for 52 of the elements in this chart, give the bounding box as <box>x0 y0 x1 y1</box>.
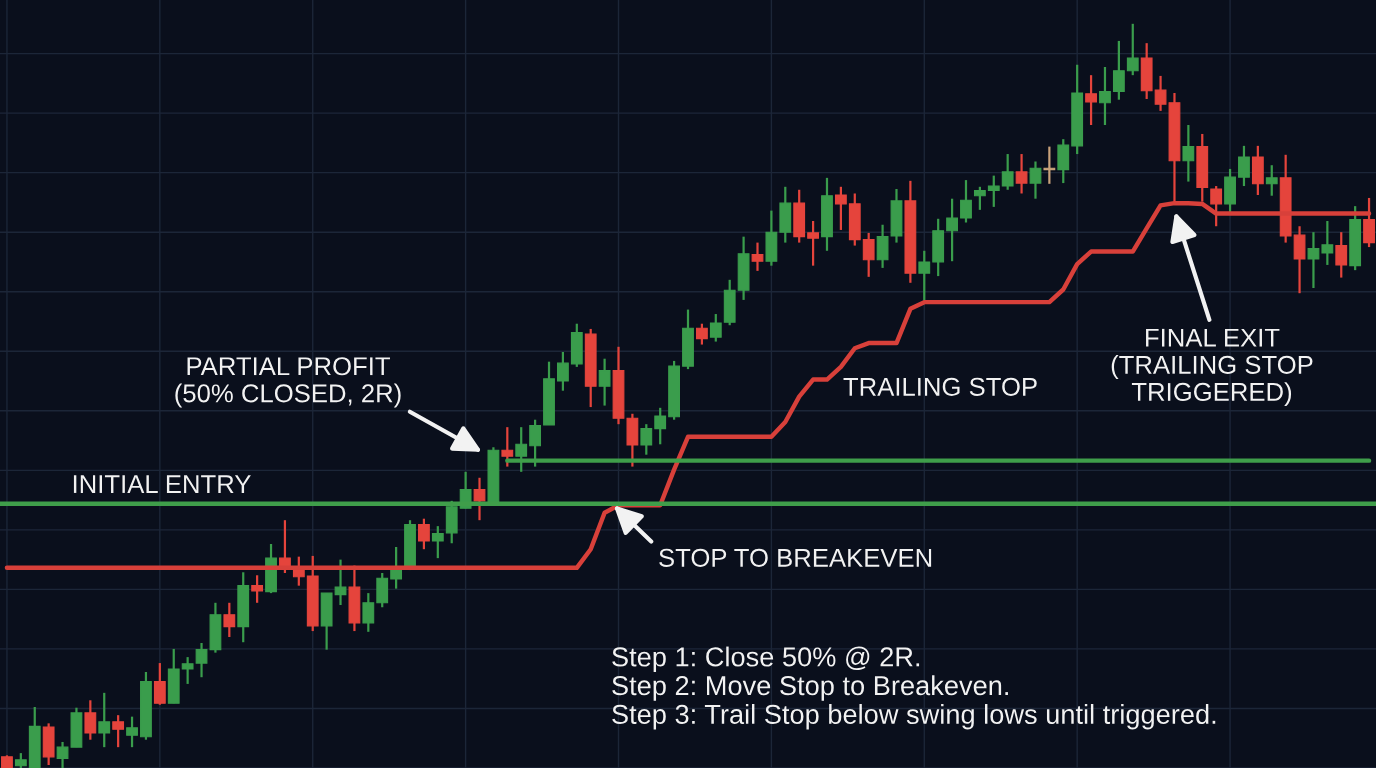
candlestick <box>862 231 875 278</box>
candlestick <box>557 350 569 392</box>
candlestick <box>1029 160 1042 200</box>
candlestick <box>98 691 111 749</box>
candlestick <box>1085 74 1097 127</box>
candlestick <box>598 357 611 407</box>
candlestick <box>946 197 958 263</box>
annotation: PARTIAL PROFIT (50% CLOSED, 2R) <box>175 357 401 408</box>
candlestick <box>1321 219 1334 267</box>
candlestick <box>181 656 194 686</box>
candlestick <box>1126 22 1139 77</box>
candlestick <box>390 545 403 590</box>
candlestick <box>834 185 847 232</box>
candlestick <box>1099 65 1111 127</box>
candlestick <box>418 517 430 551</box>
candlestick <box>709 312 722 343</box>
candlestick <box>751 241 764 272</box>
candlestick <box>223 601 236 639</box>
candlestick <box>640 423 653 456</box>
candlestick <box>987 174 1000 208</box>
candlestick <box>1001 152 1014 191</box>
candlestick <box>654 406 667 446</box>
candlestick <box>1265 164 1278 197</box>
annotation: FINAL EXIT (TRAILING STOP TRIGGERED) <box>1111 328 1313 407</box>
annotation: Step 1: Close 50% @ 2R. Step 2: Move Stop to Breakeven. Step 3: Trail Stop below swing lows until triggered. <box>612 646 1216 730</box>
candlestick <box>362 592 375 633</box>
candlestick <box>1293 225 1306 295</box>
ref-line-label: INITIAL ENTRY <box>73 475 251 493</box>
candlestick <box>695 322 708 346</box>
candlestick <box>1307 231 1320 290</box>
series-label: TRAILING STOP <box>843 377 1037 396</box>
candlestick <box>960 178 972 224</box>
candlestick <box>807 219 819 267</box>
candlestick <box>126 715 138 749</box>
candlestick <box>1210 184 1223 228</box>
candlestick <box>973 185 986 211</box>
candlestick <box>334 558 347 607</box>
candlestick <box>84 699 97 741</box>
candlestick <box>1015 152 1028 195</box>
candlestick <box>1363 196 1375 249</box>
candlestick <box>501 426 514 468</box>
annotation: STOP TO BREAKEVEN <box>659 548 932 567</box>
candlestick <box>251 574 264 604</box>
candlestick <box>918 249 931 302</box>
candlestick <box>153 661 166 706</box>
candlestick <box>1182 123 1195 183</box>
candlestick <box>431 525 444 560</box>
candlestick <box>473 476 486 522</box>
candlestick <box>112 714 125 749</box>
candlestick <box>1238 144 1250 188</box>
candlestick <box>1335 231 1348 279</box>
candlestick <box>1112 39 1125 101</box>
